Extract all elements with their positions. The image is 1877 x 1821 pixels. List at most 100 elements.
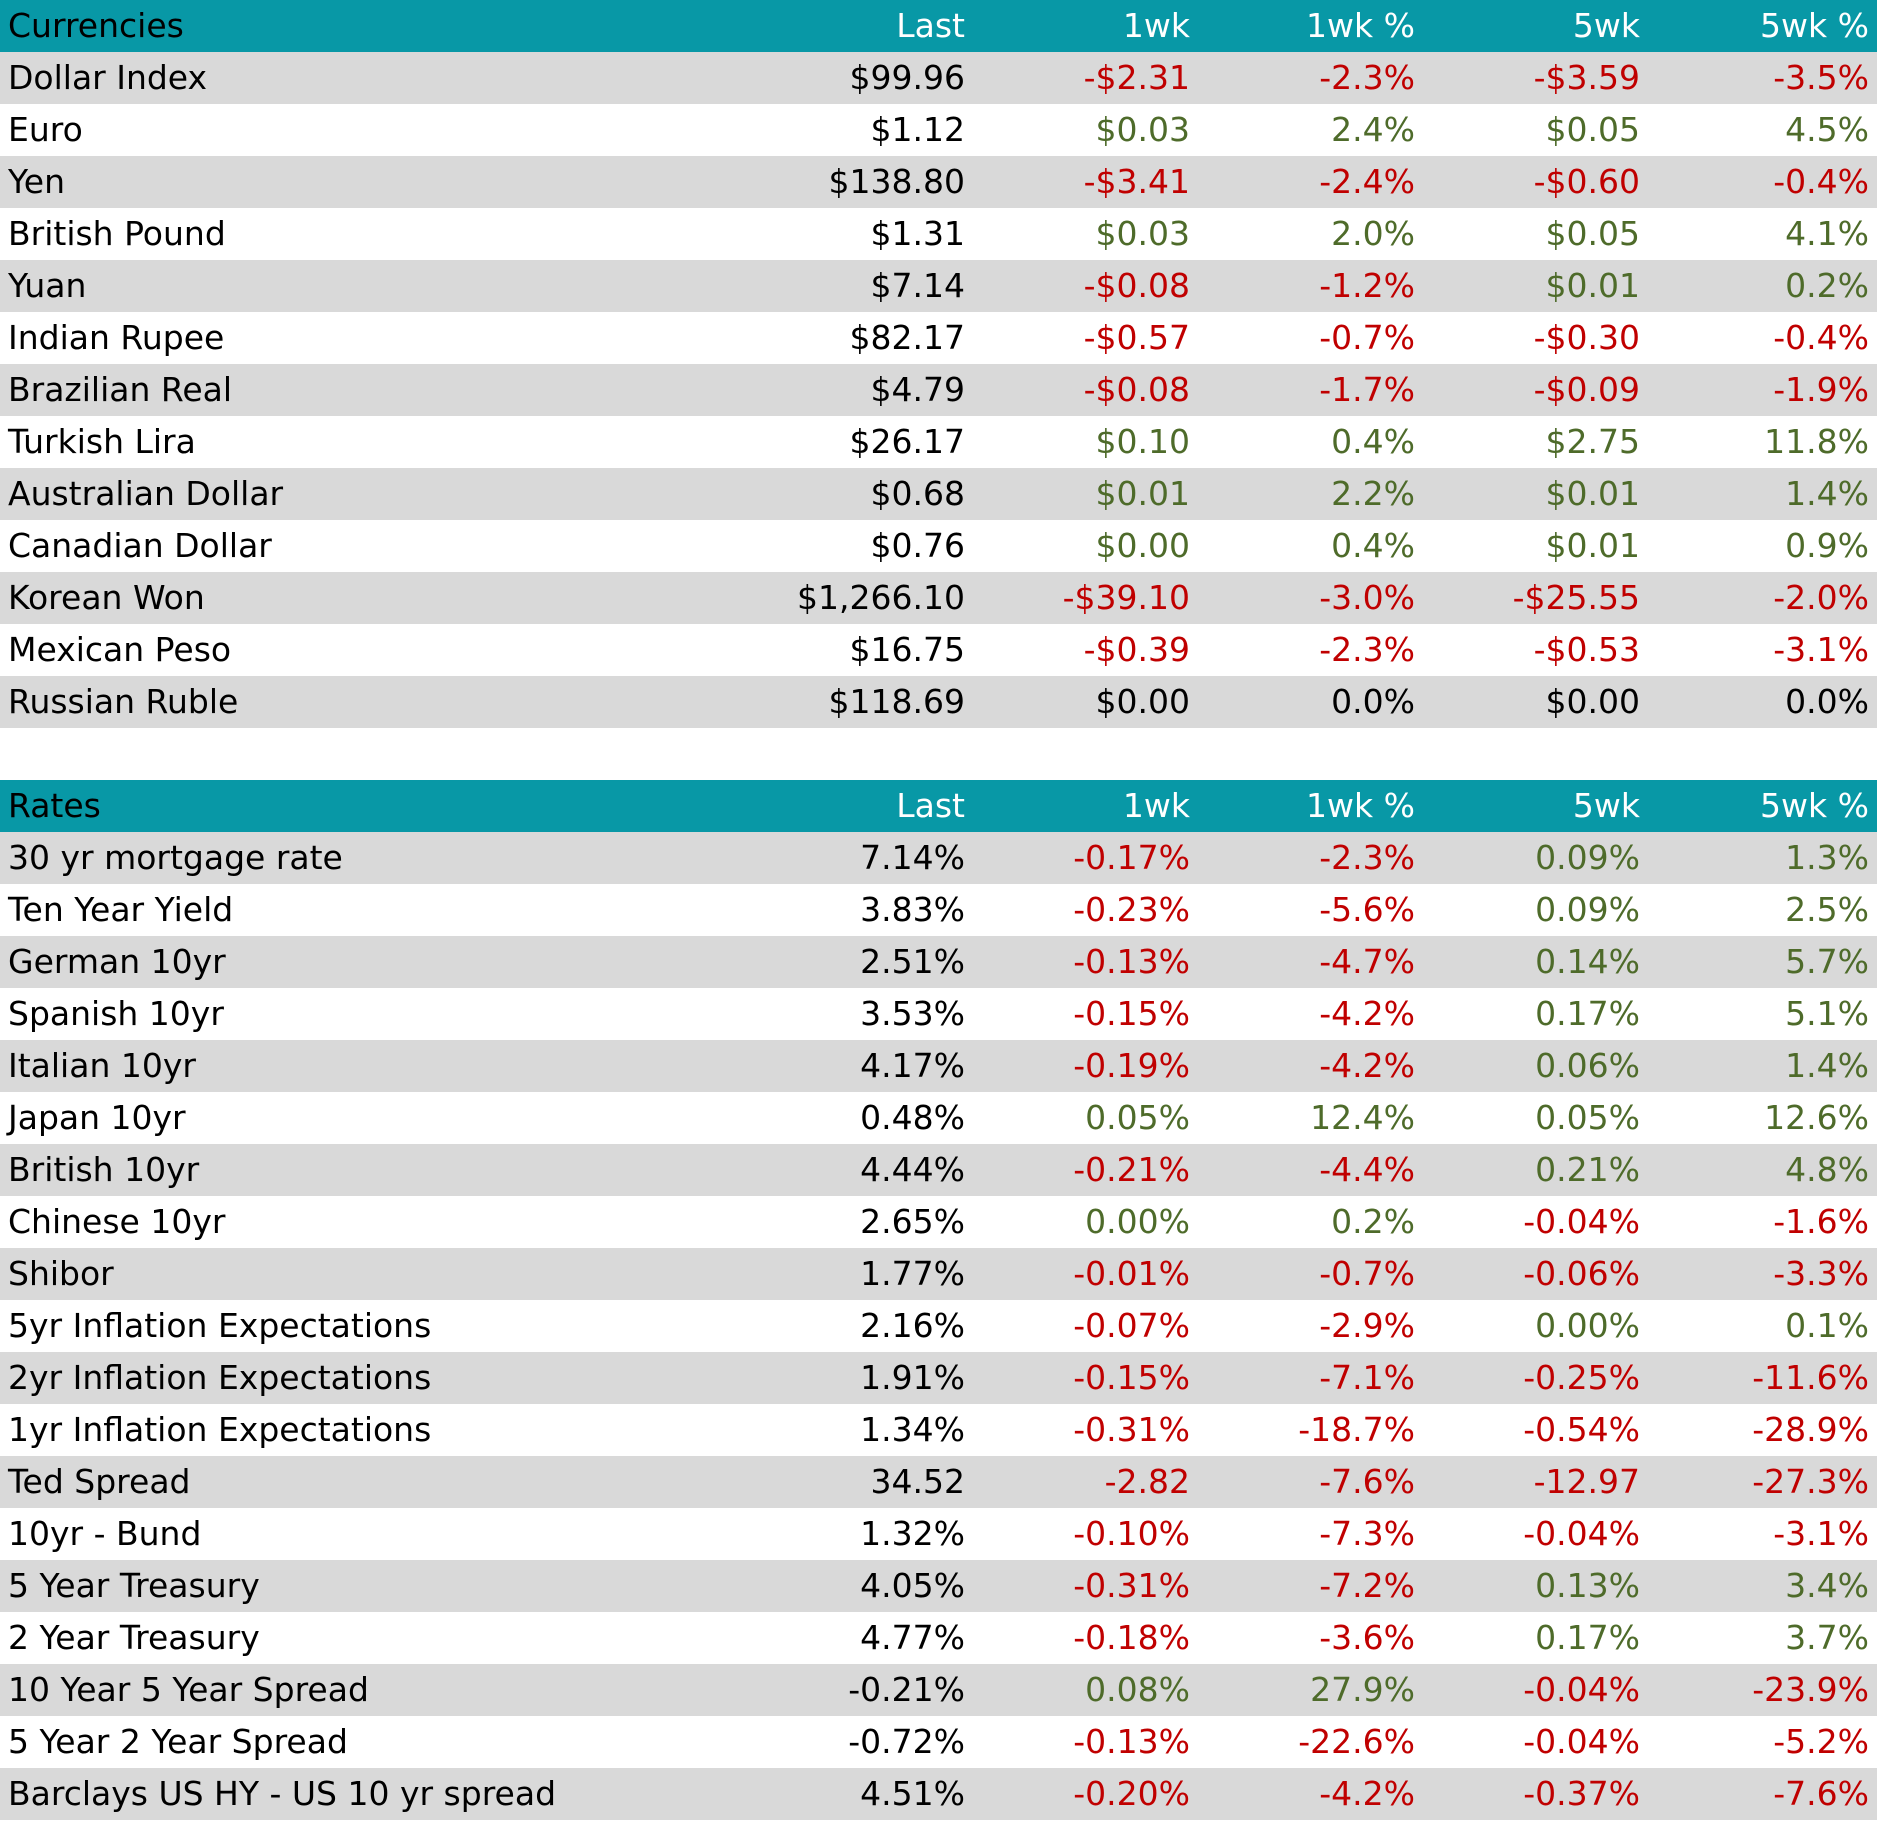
table-row: 5yr Inflation Expectations 2.16% -0.07% -2.… bbox=[0, 1300, 1877, 1352]
value-cell: $26.17 bbox=[780, 416, 973, 468]
value-cell: -$0.08 bbox=[973, 260, 1198, 312]
row-label: Euro bbox=[0, 104, 780, 156]
value-cell: $1.12 bbox=[780, 104, 973, 156]
value-cell: 4.1% bbox=[1648, 208, 1877, 260]
value-cell: 12.6% bbox=[1648, 1092, 1877, 1144]
value-cell: $0.03 bbox=[973, 104, 1198, 156]
value-cell: $2.75 bbox=[1423, 416, 1648, 468]
value-cell: $0.01 bbox=[1423, 260, 1648, 312]
value-cell: -0.4% bbox=[1648, 156, 1877, 208]
header-cell: Rates bbox=[0, 780, 780, 832]
table-row: British 10yr 4.44% -0.21% -4.4% 0.21% 4.8% bbox=[0, 1144, 1877, 1196]
value-cell: -3.1% bbox=[1648, 624, 1877, 676]
value-cell: -0.31% bbox=[973, 1560, 1198, 1612]
value-cell: $0.00 bbox=[1423, 676, 1648, 728]
value-cell: $0.03 bbox=[973, 208, 1198, 260]
row-label: Ted Spread bbox=[0, 1456, 780, 1508]
value-cell: -7.2% bbox=[1198, 1560, 1423, 1612]
value-cell: $82.17 bbox=[780, 312, 973, 364]
value-cell: -3.5% bbox=[1648, 52, 1877, 104]
value-cell: 0.4% bbox=[1198, 520, 1423, 572]
value-cell: 0.13% bbox=[1423, 1560, 1648, 1612]
value-cell: 12.4% bbox=[1198, 1092, 1423, 1144]
value-cell: -$0.57 bbox=[973, 312, 1198, 364]
value-cell: 0.00% bbox=[973, 1196, 1198, 1248]
header-cell: 5wk % bbox=[1648, 780, 1877, 832]
value-cell: -3.0% bbox=[1198, 572, 1423, 624]
value-cell: -$39.10 bbox=[973, 572, 1198, 624]
value-cell: 0.09% bbox=[1423, 832, 1648, 884]
header-cell: 1wk bbox=[973, 780, 1198, 832]
value-cell: $1.31 bbox=[780, 208, 973, 260]
value-cell: -0.04% bbox=[1423, 1508, 1648, 1560]
row-label: 1yr Inflation Expectations bbox=[0, 1404, 780, 1456]
value-cell: -0.07% bbox=[973, 1300, 1198, 1352]
value-cell: -3.6% bbox=[1198, 1612, 1423, 1664]
header-cell: 1wk % bbox=[1198, 0, 1423, 52]
value-cell: -0.17% bbox=[973, 832, 1198, 884]
value-cell: 0.17% bbox=[1423, 1612, 1648, 1664]
table-row: German 10yr 2.51% -0.13% -4.7% 0.14% 5.7% bbox=[0, 936, 1877, 988]
value-cell: 1.32% bbox=[780, 1508, 973, 1560]
value-cell: -$3.59 bbox=[1423, 52, 1648, 104]
table-row: Barclays US HY - US 10 yr spread 4.51% -0.… bbox=[0, 1768, 1877, 1820]
currencies-table: Currencies Last 1wk 1wk % 5wk 5wk % Doll… bbox=[0, 0, 1877, 728]
row-label: Mexican Peso bbox=[0, 624, 780, 676]
header-cell: 1wk % bbox=[1198, 780, 1423, 832]
row-label: German 10yr bbox=[0, 936, 780, 988]
table-row: Shibor 1.77% -0.01% -0.7% -0.06% -3.3% bbox=[0, 1248, 1877, 1300]
row-label: Ten Year Yield bbox=[0, 884, 780, 936]
row-label: 2 Year Treasury bbox=[0, 1612, 780, 1664]
table-row: 30 yr mortgage rate 7.14% -0.17% -2.3% 0.09%… bbox=[0, 832, 1877, 884]
table-row: British Pound $1.31 $0.03 2.0% $0.05 4.1% bbox=[0, 208, 1877, 260]
value-cell: 0.14% bbox=[1423, 936, 1648, 988]
value-cell: 4.51% bbox=[780, 1768, 973, 1820]
value-cell: 0.08% bbox=[973, 1664, 1198, 1716]
value-cell: -4.2% bbox=[1198, 1768, 1423, 1820]
value-cell: 0.2% bbox=[1648, 260, 1877, 312]
value-cell: $0.01 bbox=[1423, 468, 1648, 520]
table-row: Euro $1.12 $0.03 2.4% $0.05 4.5% bbox=[0, 104, 1877, 156]
value-cell: -2.0% bbox=[1648, 572, 1877, 624]
value-cell: -$0.60 bbox=[1423, 156, 1648, 208]
rates-table: Rates Last 1wk 1wk % 5wk 5wk % 30 yr mor… bbox=[0, 780, 1877, 1820]
value-cell: 34.52 bbox=[780, 1456, 973, 1508]
value-cell: -4.2% bbox=[1198, 988, 1423, 1040]
value-cell: -$3.41 bbox=[973, 156, 1198, 208]
value-cell: -5.6% bbox=[1198, 884, 1423, 936]
value-cell: -$2.31 bbox=[973, 52, 1198, 104]
value-cell: -4.2% bbox=[1198, 1040, 1423, 1092]
rates-header: Rates Last 1wk 1wk % 5wk 5wk % bbox=[0, 780, 1877, 832]
value-cell: -0.4% bbox=[1648, 312, 1877, 364]
value-cell: $0.01 bbox=[1423, 520, 1648, 572]
value-cell: -0.18% bbox=[973, 1612, 1198, 1664]
value-cell: -0.10% bbox=[973, 1508, 1198, 1560]
value-cell: -$0.53 bbox=[1423, 624, 1648, 676]
value-cell: -0.06% bbox=[1423, 1248, 1648, 1300]
value-cell: 0.9% bbox=[1648, 520, 1877, 572]
rates-body: 30 yr mortgage rate 7.14% -0.17% -2.3% 0.09%… bbox=[0, 832, 1877, 1820]
value-cell: -7.1% bbox=[1198, 1352, 1423, 1404]
value-cell: 0.2% bbox=[1198, 1196, 1423, 1248]
header-cell: Last bbox=[780, 780, 973, 832]
value-cell: 27.9% bbox=[1198, 1664, 1423, 1716]
value-cell: 2.65% bbox=[780, 1196, 973, 1248]
value-cell: 3.4% bbox=[1648, 1560, 1877, 1612]
value-cell: -5.2% bbox=[1648, 1716, 1877, 1768]
table-row: Dollar Index $99.96 -$2.31 -2.3% -$3.59 -3.5% bbox=[0, 52, 1877, 104]
value-cell: 2.51% bbox=[780, 936, 973, 988]
row-label: 5 Year Treasury bbox=[0, 1560, 780, 1612]
value-cell: -0.31% bbox=[973, 1404, 1198, 1456]
row-label: Australian Dollar bbox=[0, 468, 780, 520]
value-cell: -0.23% bbox=[973, 884, 1198, 936]
value-cell: 2.16% bbox=[780, 1300, 973, 1352]
table-row: Chinese 10yr 2.65% 0.00% 0.2% -0.04% -1.6% bbox=[0, 1196, 1877, 1248]
value-cell: $0.00 bbox=[973, 520, 1198, 572]
table-row: Canadian Dollar $0.76 $0.00 0.4% $0.01 0.9% bbox=[0, 520, 1877, 572]
value-cell: -2.3% bbox=[1198, 624, 1423, 676]
row-label: Barclays US HY - US 10 yr spread bbox=[0, 1768, 780, 1820]
value-cell: -0.15% bbox=[973, 1352, 1198, 1404]
value-cell: 4.5% bbox=[1648, 104, 1877, 156]
value-cell: -0.54% bbox=[1423, 1404, 1648, 1456]
currencies-header: Currencies Last 1wk 1wk % 5wk 5wk % bbox=[0, 0, 1877, 52]
